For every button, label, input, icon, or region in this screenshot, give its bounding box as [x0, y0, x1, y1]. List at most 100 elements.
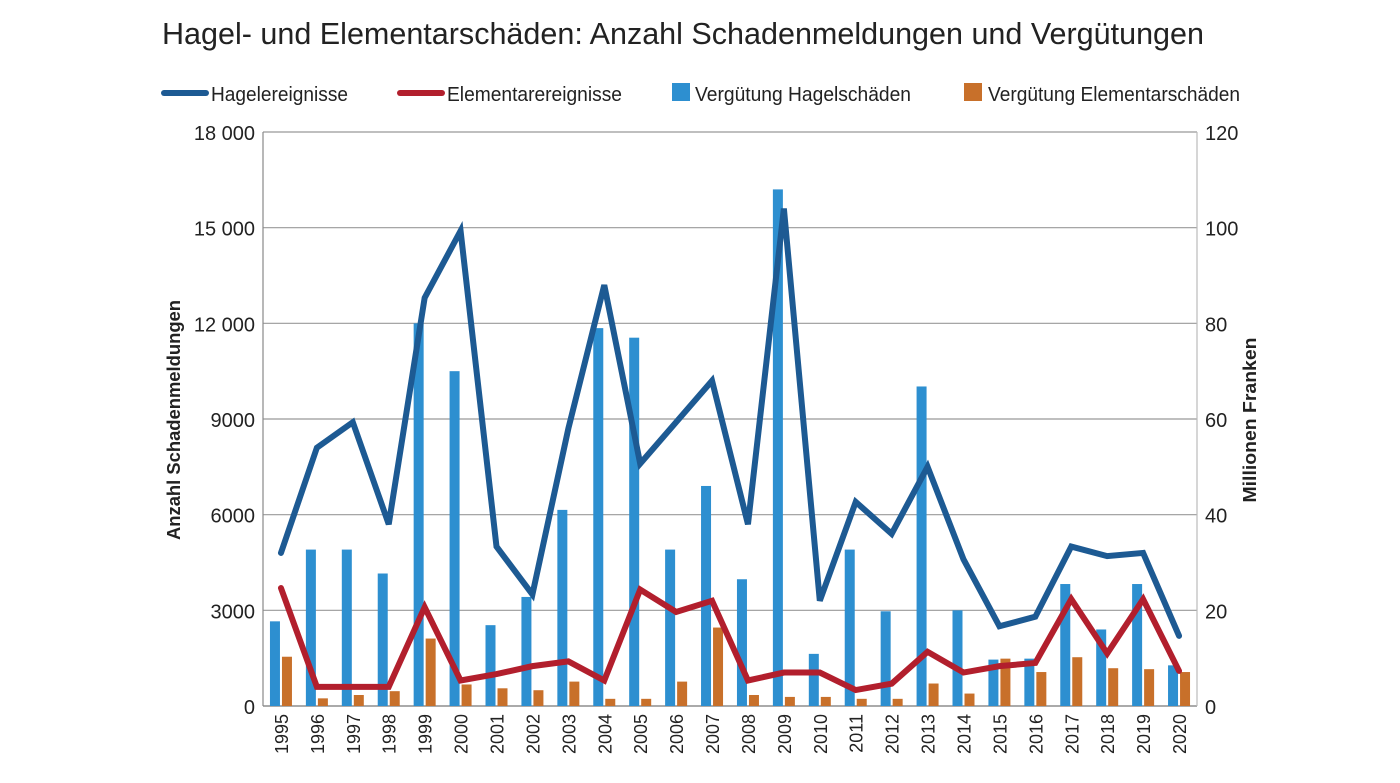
- bar-verguetung-elementar-2009: [784, 696, 795, 706]
- bar-verguetung-hagel-1998: [377, 573, 388, 706]
- x-tick-label: 2005: [631, 714, 651, 754]
- y-tick-left: 12 000: [194, 314, 255, 336]
- bar-verguetung-elementar-2001: [497, 688, 508, 706]
- bar-verguetung-elementar-2010: [820, 696, 831, 706]
- x-tick-label: 2009: [775, 714, 795, 754]
- y-tick-left: 6000: [211, 506, 256, 528]
- x-tick-label: 2000: [452, 714, 472, 754]
- bar-verguetung-hagel-2020: [1168, 665, 1179, 706]
- x-tick-label: 2003: [559, 714, 579, 754]
- x-tick-label: 2018: [1098, 714, 1118, 754]
- bar-verguetung-hagel-2003: [557, 509, 568, 706]
- line-hagelereignisse: [277, 208, 1183, 639]
- bar-verguetung-hagel-2004: [593, 328, 604, 706]
- bar-verguetung-elementar-2005: [641, 698, 652, 706]
- y-tick-right: 60: [1205, 410, 1227, 432]
- bar-verguetung-elementar-2016: [1036, 672, 1047, 706]
- x-tick-label: 1998: [380, 714, 400, 754]
- bar-verguetung-elementar-2000: [461, 684, 472, 706]
- legend-label-verguetung-hagel: Vergütung Hagelschäden: [695, 84, 911, 106]
- x-tick-label: 2004: [595, 714, 615, 754]
- x-tick-label: 2010: [811, 714, 831, 754]
- x-tick-label: 2015: [990, 714, 1010, 754]
- x-axis-ticks: 1995 1996 1997 1998 1999 2000 2001 2002 2003 2004…: [272, 714, 1190, 754]
- x-tick-label: 1995: [272, 714, 292, 754]
- bar-verguetung-hagel-2000: [449, 371, 460, 706]
- bar-verguetung-elementar-2004: [605, 698, 616, 706]
- x-tick-label: 1996: [308, 714, 328, 754]
- bar-verguetung-hagel-2012: [880, 611, 891, 706]
- bar-verguetung-hagel-2001: [485, 625, 496, 706]
- bar-verguetung-hagel-1995: [269, 621, 280, 706]
- x-tick-label: 2017: [1062, 714, 1082, 754]
- chart-title: Hagel- und Elementarschäden: Anzahl Scha…: [162, 16, 1204, 51]
- x-tick-label: 2011: [847, 714, 867, 753]
- bar-verguetung-elementar-2020: [1180, 672, 1191, 706]
- x-tick-label: 2020: [1170, 714, 1190, 754]
- y-axis-right-label: Millionen Franken: [1240, 338, 1260, 503]
- bar-verguetung-hagel-2017: [1060, 584, 1071, 706]
- bar-verguetung-elementar-2017: [1072, 657, 1083, 706]
- bar-verguetung-elementar-2018: [1108, 668, 1119, 706]
- x-tick-label: 2013: [919, 714, 939, 754]
- bar-verguetung-elementar-2019: [1144, 669, 1155, 706]
- bar-verguetung-hagel-2011: [844, 549, 855, 706]
- x-tick-label: 2006: [667, 714, 687, 754]
- bar-verguetung-hagel-2002: [521, 596, 532, 706]
- x-tick-label: 1999: [416, 714, 436, 754]
- x-tick-label: 2019: [1134, 714, 1154, 754]
- y-axis-left-ticks: 0 3000 6000 9000 12 000 15 000 18 000: [194, 123, 255, 719]
- bar-verguetung-hagel-2009: [772, 189, 783, 706]
- y-tick-right: 20: [1205, 601, 1227, 623]
- bar-verguetung-elementar-2006: [677, 681, 688, 706]
- bar-verguetung-hagel-1997: [341, 549, 352, 706]
- bar-verguetung-elementar-2013: [928, 683, 939, 706]
- bar-verguetung-elementar-2012: [892, 698, 903, 706]
- bar-verguetung-elementar-2015: [1000, 658, 1011, 706]
- y-tick-left: 3000: [211, 601, 256, 623]
- x-tick-label: 2016: [1026, 714, 1046, 754]
- y-tick-left: 18 000: [194, 123, 255, 145]
- legend-item-verguetung-elementar: Vergütung Elementarschäden: [964, 83, 1240, 106]
- y-tick-right: 80: [1205, 314, 1227, 336]
- x-tick-label: 2002: [523, 714, 543, 754]
- legend-swatch-verguetung-hagel: [672, 83, 690, 101]
- legend-swatch-verguetung-elementar: [964, 83, 982, 101]
- legend-label-elementarereignisse: Elementarereignisse: [447, 84, 622, 106]
- x-tick-label: 2014: [955, 714, 975, 754]
- bar-verguetung-elementar-2014: [964, 693, 975, 706]
- y-tick-left: 9000: [211, 410, 256, 432]
- y-tick-right: 40: [1205, 506, 1227, 528]
- bar-verguetung-hagel-2010: [808, 653, 819, 706]
- legend-item-hagelereignisse: Hagelereignisse: [161, 84, 348, 106]
- bar-verguetung-hagel-2008: [736, 579, 747, 706]
- x-tick-label: 2007: [703, 714, 723, 754]
- bar-verguetung-hagel-2014: [952, 610, 963, 706]
- bar-verguetung-hagel-2007: [701, 485, 712, 706]
- bar-verguetung-hagel-2019: [1132, 584, 1143, 706]
- bars: [269, 189, 1191, 706]
- y-tick-right: 120: [1205, 123, 1238, 145]
- bar-verguetung-elementar-2011: [856, 698, 867, 706]
- x-tick-label: 2001: [488, 714, 508, 754]
- bar-verguetung-elementar-2003: [569, 681, 580, 706]
- legend-item-verguetung-hagel: Vergütung Hagelschäden: [672, 83, 911, 106]
- y-axis-left-label: Anzahl Schadenmeldungen: [164, 300, 184, 540]
- bar-verguetung-hagel-2016: [1024, 658, 1035, 706]
- legend-label-verguetung-elementar: Vergütung Elementarschäden: [988, 84, 1240, 106]
- bar-verguetung-elementar-2002: [533, 690, 544, 706]
- y-axis-right-ticks: 0 20 40 60 80 100 120: [1205, 123, 1238, 719]
- bar-verguetung-elementar-2008: [748, 694, 759, 706]
- bar-verguetung-hagel-2006: [665, 549, 676, 706]
- bar-verguetung-hagel-2005: [629, 337, 640, 706]
- bar-verguetung-hagel-2018: [1096, 629, 1107, 706]
- y-tick-left: 0: [244, 697, 255, 719]
- bar-verguetung-hagel-2013: [916, 386, 927, 706]
- legend-item-elementarereignisse: Elementarereignisse: [397, 84, 622, 106]
- bar-verguetung-hagel-2015: [988, 659, 999, 706]
- line-elementarereignisse: [277, 585, 1183, 694]
- bar-verguetung-elementar-1996: [317, 698, 328, 706]
- bar-verguetung-elementar-1998: [389, 691, 400, 706]
- bar-verguetung-elementar-1995: [281, 656, 292, 706]
